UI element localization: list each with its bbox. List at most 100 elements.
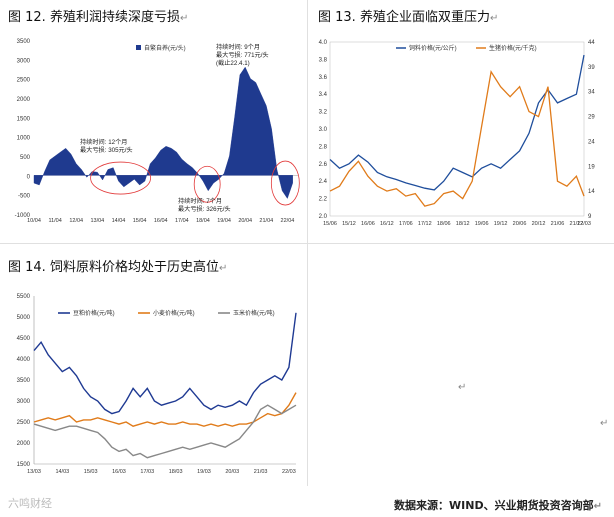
y-tick-label: -500 — [18, 194, 31, 200]
legend-label: 自繁自养(元/头) — [144, 44, 186, 52]
x-tick-label: 20/06 — [513, 221, 527, 227]
x-tick-label: 15/06 — [323, 221, 337, 227]
series-line — [33, 392, 297, 427]
x-tick-label: 16/03 — [112, 469, 126, 475]
x-tick-label: 18/06 — [437, 221, 451, 227]
series-line — [33, 404, 297, 459]
y-tick-label: 5000 — [17, 315, 31, 321]
fig13-title: 图 13. 养殖企业面临双重压力↵ — [318, 10, 499, 25]
x-tick-label: 17/06 — [399, 221, 413, 227]
x-tick-label: 11/04 — [48, 218, 61, 224]
legend-label: 饲料价格(元/公斤) — [409, 44, 457, 52]
x-tick-label: 16/06 — [361, 221, 375, 227]
x-tick-label: 19/06 — [475, 221, 489, 227]
y-tick-label: 2500 — [17, 420, 31, 426]
left-tick-label: 3.8 — [319, 57, 328, 63]
x-tick-label: 15/03 — [84, 469, 98, 475]
fig12-title: 图 12. 养殖利润持续深度亏损↵ — [8, 10, 189, 25]
x-tick-label: 22/03 — [282, 469, 296, 475]
legend-label: 豆粕价格(元/吨) — [73, 309, 115, 317]
y-tick-label: 5500 — [17, 294, 31, 300]
x-tick-label: 20/03 — [225, 469, 239, 475]
left-tick-label: 2.0 — [319, 214, 328, 220]
annotation-text: 持续时间: 7个月 — [178, 197, 222, 205]
right-tick-label: 19 — [588, 164, 595, 170]
legend-label: 玉米价格(元/吨) — [233, 309, 275, 317]
series-line — [329, 70, 585, 207]
x-tick-label: 15/04 — [133, 218, 147, 224]
annotation-text: 最大亏损: 305元/头 — [80, 146, 133, 154]
x-tick-label: 22/04 — [281, 218, 295, 224]
series-area-profit — [33, 66, 293, 199]
right-tick-label: 29 — [588, 115, 595, 121]
left-tick-label: 2.4 — [319, 179, 328, 185]
y-tick-label: 1500 — [17, 116, 31, 122]
x-tick-label: 21/04 — [259, 218, 273, 224]
right-tick-label: 14 — [588, 189, 595, 195]
right-tick-label: 9 — [588, 214, 592, 220]
left-tick-label: 3.6 — [319, 75, 328, 81]
annotation-text: 持续时间: 12个月 — [80, 138, 127, 146]
x-tick-label: 16/04 — [154, 218, 168, 224]
x-tick-label: 12/04 — [69, 218, 83, 224]
annotation-text: 最大亏损: 771元/头 — [216, 51, 269, 59]
series-line — [329, 54, 585, 191]
x-tick-label: 18/04 — [196, 218, 210, 224]
x-tick-label: 20/04 — [238, 218, 252, 224]
legend-swatch — [136, 45, 141, 50]
x-tick-label: 14/03 — [55, 469, 69, 475]
x-tick-label: 17/03 — [140, 469, 154, 475]
y-tick-label: 2500 — [17, 78, 31, 84]
paragraph-mark: ↵ — [458, 382, 467, 393]
annotation-circle — [193, 165, 221, 203]
x-tick-label: 13/04 — [90, 218, 104, 224]
x-tick-label: 10/04 — [27, 218, 41, 224]
x-tick-label: 17/04 — [175, 218, 189, 224]
annotation-circle — [90, 161, 151, 195]
annotation-circle — [270, 160, 300, 206]
left-tick-label: 4.0 — [319, 40, 328, 46]
fig13-chart: 4.0 3.8 3.6 3.4 3.2 3.0 2.8 2.6 2.4 2.2 2.0 44 39 34 2… — [319, 40, 596, 227]
y-tick-label: 0 — [27, 174, 31, 180]
left-tick-label: 2.8 — [319, 144, 328, 150]
x-tick-label: 19/12 — [494, 221, 508, 227]
y-tick-label: 3500 — [17, 39, 31, 45]
left-tick-label: 2.6 — [319, 162, 328, 168]
series-line — [33, 312, 297, 415]
x-tick-label: 17/12 — [418, 221, 432, 227]
left-tick-label: 3.2 — [319, 110, 328, 116]
fig12-chart: 3500 3000 2500 2000 1500 1000 500 0 -500 -100010/… — [15, 39, 300, 224]
y-tick-label: 4500 — [17, 336, 31, 342]
x-tick-label: 14/04 — [112, 218, 126, 224]
annotation-text: (截止22.4.1) — [216, 59, 250, 67]
x-tick-label: 15/12 — [342, 221, 356, 227]
x-tick-label: 21/06 — [551, 221, 565, 227]
fig14-chart: 5500 5000 4500 4000 3500 3000 2500 2000 150013/0… — [17, 294, 297, 475]
fig14-title: 图 14. 饲料原料价格均处于历史高位↵ — [8, 260, 228, 275]
x-tick-label: 22/03 — [577, 221, 591, 227]
left-tick-label: 3.0 — [319, 127, 328, 133]
right-tick-label: 39 — [588, 65, 595, 71]
y-tick-label: 1500 — [17, 462, 31, 468]
y-tick-label: 4000 — [17, 357, 31, 363]
x-tick-label: 13/03 — [27, 469, 41, 475]
right-tick-label: 44 — [588, 40, 595, 46]
x-tick-label: 18/03 — [169, 469, 183, 475]
x-tick-label: 16/12 — [380, 221, 394, 227]
y-tick-label: 3500 — [17, 378, 31, 384]
x-tick-label: 18/12 — [456, 221, 470, 227]
grid-divider-horizontal — [0, 243, 614, 244]
y-tick-label: 1000 — [17, 136, 31, 142]
y-tick-label: 2000 — [17, 441, 31, 447]
source-footer: 数据来源：WIND、兴业期货投资咨询部↵ — [394, 499, 602, 512]
left-tick-label: 3.4 — [319, 92, 328, 98]
annotation-text: 最大亏损: 326元/头 — [178, 205, 231, 213]
right-tick-label: 34 — [588, 90, 595, 96]
paragraph-mark: ↵ — [600, 418, 609, 429]
x-tick-label: 20/12 — [532, 221, 546, 227]
x-tick-label: 19/04 — [217, 218, 231, 224]
plot-frame — [329, 41, 585, 217]
y-tick-label: 500 — [20, 155, 31, 161]
y-tick-label: 2000 — [17, 97, 31, 103]
x-tick-label: 19/03 — [197, 469, 211, 475]
